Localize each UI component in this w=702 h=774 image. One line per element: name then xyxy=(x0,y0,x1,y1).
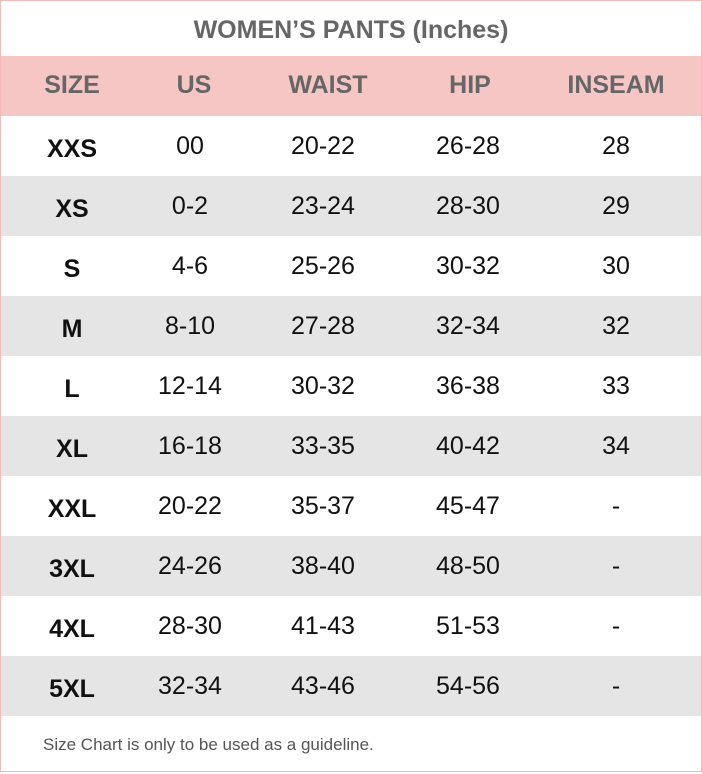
footnote: Size Chart is only to be used as a guide… xyxy=(43,735,374,754)
header-hip: HIP xyxy=(449,71,491,99)
cell-waist: 41-43 xyxy=(291,612,355,640)
table-row: M 8-10 27-28 32-34 32 xyxy=(1,296,701,356)
cell-waist: 35-37 xyxy=(291,492,355,520)
cell-inseam: - xyxy=(611,492,621,520)
cell-hip: 32-34 xyxy=(436,312,500,340)
table-row: XXL 20-22 35-37 45-47 - xyxy=(1,476,701,536)
header-row: SIZE US WAIST HIP INSEAM xyxy=(1,56,701,116)
header-size: SIZE xyxy=(44,71,100,99)
cell-inseam: - xyxy=(611,672,621,700)
header-waist: WAIST xyxy=(288,71,368,99)
cell-inseam: - xyxy=(611,552,621,580)
table-row: XXS 00 20-22 26-28 28 xyxy=(1,116,701,176)
cell-size: XL xyxy=(56,435,88,463)
header-inseam: INSEAM xyxy=(567,71,665,99)
cell-us: 8-10 xyxy=(164,312,216,340)
cell-size: XS xyxy=(55,195,89,223)
cell-size: S xyxy=(63,255,81,283)
table-row: XS 0-2 23-24 28-30 29 xyxy=(1,176,701,236)
cell-us: 0-2 xyxy=(171,192,209,220)
cell-waist: 25-26 xyxy=(291,252,355,280)
table-row: 5XL 32-34 43-46 54-56 - xyxy=(1,656,701,716)
table-row: 3XL 24-26 38-40 48-50 - xyxy=(1,536,701,596)
cell-inseam: - xyxy=(611,612,621,640)
header-us: US xyxy=(176,71,212,99)
cell-waist: 33-35 xyxy=(291,432,355,460)
cell-size: L xyxy=(64,375,80,403)
cell-hip: 36-38 xyxy=(436,372,500,400)
cell-us: 4-6 xyxy=(171,252,209,280)
cell-hip: 51-53 xyxy=(436,612,500,640)
table-row: S 4-6 25-26 30-32 30 xyxy=(1,236,701,296)
chart-title: WOMEN’S PANTS (Inches) xyxy=(193,16,509,44)
cell-size: XXL xyxy=(47,495,97,523)
cell-inseam: 32 xyxy=(602,312,630,340)
cell-us: 00 xyxy=(176,132,204,160)
cell-us: 32-34 xyxy=(158,672,222,700)
cell-hip: 54-56 xyxy=(436,672,500,700)
cell-size: 5XL xyxy=(49,675,95,703)
cell-waist: 20-22 xyxy=(291,132,355,160)
cell-us: 16-18 xyxy=(158,432,222,460)
cell-waist: 38-40 xyxy=(291,552,355,580)
cell-hip: 40-42 xyxy=(436,432,500,460)
table-row: L 12-14 30-32 36-38 33 xyxy=(1,356,701,416)
cell-waist: 23-24 xyxy=(291,192,355,220)
cell-hip: 28-30 xyxy=(436,192,500,220)
cell-size: 3XL xyxy=(49,555,95,583)
cell-hip: 45-47 xyxy=(436,492,500,520)
cell-us: 20-22 xyxy=(158,492,222,520)
cell-waist: 43-46 xyxy=(291,672,355,700)
cell-waist: 27-28 xyxy=(291,312,355,340)
cell-size: M xyxy=(61,315,83,343)
cell-inseam: 28 xyxy=(602,132,630,160)
cell-us: 28-30 xyxy=(158,612,222,640)
cell-inseam: 34 xyxy=(602,432,630,460)
cell-hip: 30-32 xyxy=(436,252,500,280)
cell-size: XXS xyxy=(46,135,98,163)
cell-us: 12-14 xyxy=(158,372,222,400)
cell-size: 4XL xyxy=(49,615,95,643)
cell-hip: 26-28 xyxy=(436,132,500,160)
cell-waist: 30-32 xyxy=(291,372,355,400)
cell-us: 24-26 xyxy=(158,552,222,580)
cell-inseam: 30 xyxy=(602,252,630,280)
cell-hip: 48-50 xyxy=(436,552,500,580)
table-row: 4XL 28-30 41-43 51-53 - xyxy=(1,596,701,656)
cell-inseam: 33 xyxy=(602,372,630,400)
cell-inseam: 29 xyxy=(602,192,630,220)
table-row: XL 16-18 33-35 40-42 34 xyxy=(1,416,701,476)
